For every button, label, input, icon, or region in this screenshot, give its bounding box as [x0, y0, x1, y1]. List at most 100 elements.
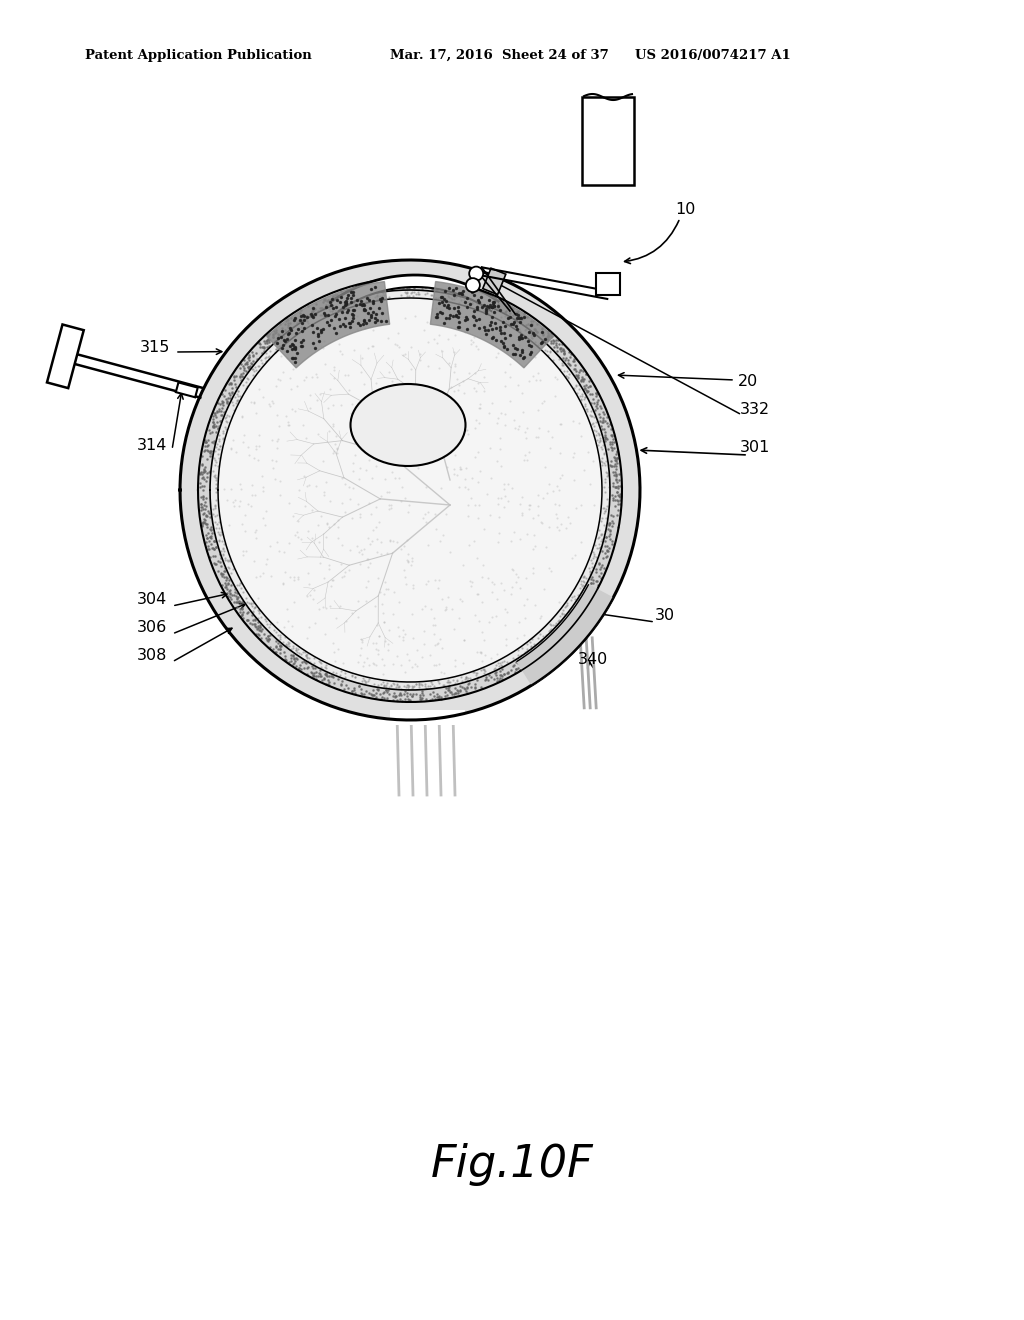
- Point: [426, 675, 442, 696]
- Point: [351, 644, 368, 665]
- Point: [215, 539, 231, 560]
- Point: [271, 541, 288, 562]
- Point: [541, 325, 557, 346]
- Point: [282, 367, 298, 388]
- Point: [371, 626, 387, 647]
- Point: [391, 685, 408, 706]
- Point: [542, 626, 558, 647]
- Point: [226, 591, 243, 612]
- Point: [289, 639, 305, 660]
- Point: [585, 388, 601, 409]
- Point: [397, 281, 414, 302]
- Point: [505, 647, 521, 668]
- Point: [246, 598, 262, 619]
- Point: [208, 517, 224, 539]
- Point: [528, 640, 545, 661]
- Point: [427, 655, 443, 676]
- Point: [505, 560, 521, 581]
- Point: [466, 305, 482, 326]
- Point: [285, 347, 301, 368]
- Point: [211, 425, 227, 446]
- Point: [452, 457, 468, 478]
- Point: [435, 279, 452, 300]
- Point: [226, 366, 243, 387]
- Point: [418, 688, 434, 709]
- Point: [502, 302, 518, 323]
- Point: [325, 285, 341, 306]
- Point: [255, 337, 271, 358]
- Point: [311, 532, 328, 553]
- Point: [503, 660, 519, 681]
- Point: [272, 628, 289, 649]
- Point: [602, 524, 618, 545]
- Point: [218, 578, 234, 599]
- Point: [450, 317, 466, 338]
- Point: [573, 531, 590, 552]
- Point: [369, 280, 385, 301]
- Point: [462, 668, 478, 689]
- Point: [228, 582, 245, 603]
- Point: [400, 676, 417, 697]
- Point: [489, 652, 506, 673]
- Point: [406, 379, 422, 400]
- Point: [568, 360, 585, 381]
- Point: [395, 630, 412, 651]
- Point: [599, 463, 615, 484]
- Point: [339, 288, 355, 309]
- Point: [195, 466, 211, 487]
- Point: [266, 321, 283, 342]
- Point: [253, 628, 269, 649]
- Point: [401, 495, 418, 516]
- Point: [367, 595, 383, 616]
- Point: [211, 400, 227, 421]
- Point: [516, 302, 532, 323]
- Point: [319, 397, 336, 418]
- Point: [593, 523, 609, 544]
- Point: [578, 374, 594, 395]
- Point: [401, 275, 418, 296]
- Point: [477, 319, 494, 341]
- Point: [469, 669, 485, 690]
- Point: [346, 677, 362, 698]
- Point: [352, 362, 369, 383]
- Point: [438, 308, 455, 329]
- Point: [234, 430, 251, 451]
- Point: [595, 409, 611, 430]
- Point: [195, 498, 211, 519]
- Text: 306: 306: [137, 620, 167, 635]
- Point: [356, 277, 373, 298]
- Point: [394, 271, 411, 292]
- Point: [322, 290, 338, 312]
- Point: [473, 286, 489, 308]
- Point: [445, 619, 462, 640]
- Point: [549, 508, 565, 529]
- Point: [460, 668, 476, 689]
- Point: [484, 327, 501, 348]
- Point: [278, 341, 294, 362]
- Point: [514, 342, 530, 363]
- Point: [541, 558, 557, 579]
- Point: [316, 623, 333, 644]
- Point: [230, 590, 247, 611]
- Point: [345, 300, 361, 321]
- Point: [468, 289, 484, 310]
- Point: [248, 519, 264, 540]
- Point: [215, 395, 231, 416]
- Point: [208, 467, 224, 488]
- Point: [430, 578, 446, 599]
- Point: [440, 677, 457, 698]
- Point: [321, 558, 337, 579]
- Point: [294, 305, 310, 326]
- Point: [299, 657, 315, 678]
- Point: [286, 591, 302, 612]
- Point: [344, 310, 360, 331]
- Point: [540, 326, 556, 347]
- Point: [588, 421, 604, 442]
- Point: [266, 342, 283, 363]
- Point: [347, 445, 364, 466]
- Point: [203, 441, 219, 462]
- Point: [208, 482, 224, 503]
- Point: [255, 480, 271, 502]
- Point: [596, 426, 612, 447]
- Point: [339, 284, 355, 305]
